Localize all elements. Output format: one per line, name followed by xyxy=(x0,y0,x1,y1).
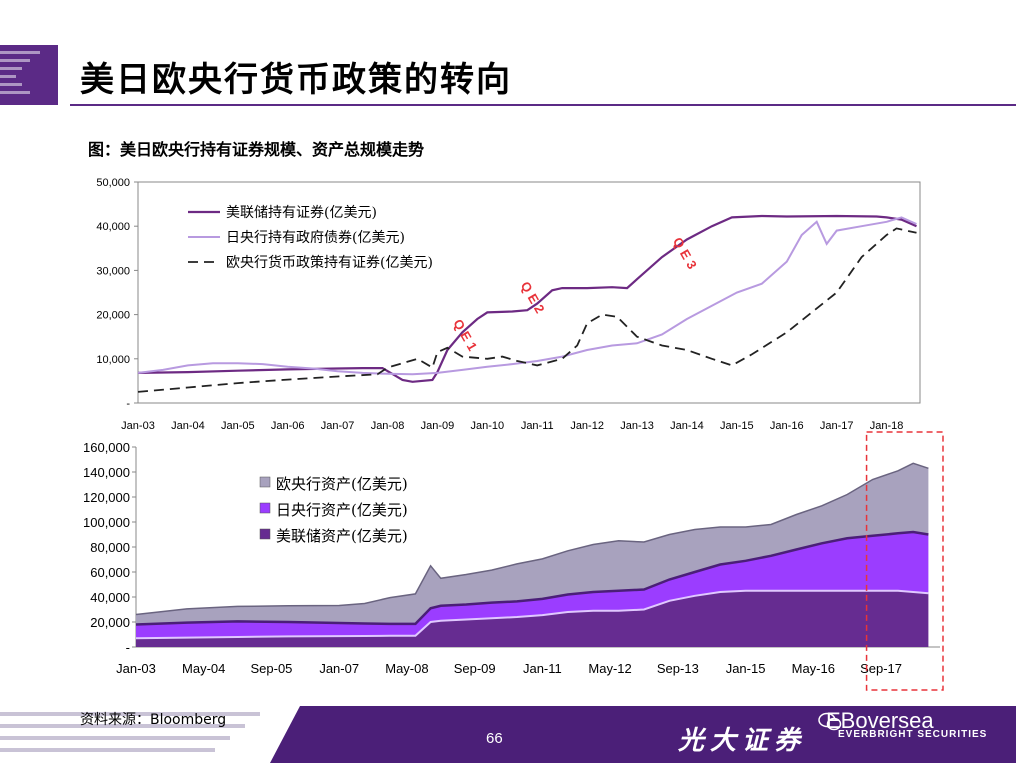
chart2-boundary-line-2 xyxy=(135,462,929,616)
chart1-frame xyxy=(137,181,921,404)
chart1-legend-label: 美联储持有证券(亿美元) xyxy=(226,205,377,221)
chart1-xtick-label: Jan-03 xyxy=(121,420,155,432)
chart2-area-2 xyxy=(136,463,929,625)
chart2-ytick-label: 40,000 xyxy=(90,590,130,605)
chart1-xtick-label: Jan-09 xyxy=(421,420,455,432)
chart2-xtick-label: Sep-13 xyxy=(657,661,699,676)
chart2-legend-swatch xyxy=(259,528,271,540)
chart2-ytick-label: 20,000 xyxy=(90,615,130,630)
brand-name-cn: 光大证券 xyxy=(678,726,807,756)
chart1-xtick-label: Jan-18 xyxy=(870,420,904,432)
chart2-highlight-box xyxy=(865,431,944,691)
chart2-xtick-label: Sep-05 xyxy=(250,661,292,676)
chart2-xtick-label: Jan-03 xyxy=(116,661,156,676)
chart2-area-0 xyxy=(136,590,929,647)
chart1-legend-label: 欧央行货币政策持有证券(亿美元) xyxy=(226,254,433,271)
chart1-series-line-2 xyxy=(137,227,917,393)
figure-caption: 图：美日欧央行持有证券规模、资产总规模走势 xyxy=(88,140,425,159)
chart2-legend-label: 欧央行资产(亿美元) xyxy=(276,475,408,493)
chart2-legend-swatch xyxy=(259,476,271,488)
chart1-annotation-qe: QE2 xyxy=(518,279,550,319)
chart1-xtick-label: Jan-04 xyxy=(171,420,205,432)
chart2-legend-label: 美联储资产(亿美元) xyxy=(276,527,408,545)
chart1-annotation-qe: QE1 xyxy=(450,316,482,356)
source-note: 资料来源：Bloomberg xyxy=(80,712,227,728)
chart2-ytick-label: 100,000 xyxy=(83,515,130,530)
brand-name-en: EVERBRIGHT SECURITIES xyxy=(838,729,988,740)
chart2-ytick-label: - xyxy=(126,640,130,655)
chart2-xtick-label: Jan-11 xyxy=(523,661,562,676)
chart2-area-1 xyxy=(136,532,929,639)
chart2-legend-label: 日央行资产(亿美元) xyxy=(276,501,408,519)
chart2-xtick-label: Jan-07 xyxy=(319,661,359,676)
chart2-xtick-label: May-04 xyxy=(182,661,225,676)
chart1-xtick-label: Jan-13 xyxy=(620,420,654,432)
chart1-series-line-1 xyxy=(137,216,917,376)
chart1-xtick-label: Jan-07 xyxy=(321,420,355,432)
chart1-xtick-label: Jan-12 xyxy=(570,420,604,432)
chart2-xtick-label: Sep-09 xyxy=(454,661,496,676)
chart2-ytick-label: 80,000 xyxy=(90,540,130,555)
chart1-ytick-label: - xyxy=(126,398,130,410)
page-title: 美日欧央行货币政策的转向 xyxy=(80,60,512,100)
chart2-xtick-label: Jan-15 xyxy=(726,661,766,676)
chart1-xtick-label: Jan-06 xyxy=(271,420,305,432)
title-divider xyxy=(70,104,1016,106)
chart1-legend-label: 日央行持有政府债券(亿美元) xyxy=(226,230,405,246)
chart1-xtick-label: Jan-10 xyxy=(471,420,505,432)
chart2-ytick-label: 120,000 xyxy=(83,490,130,505)
chart2-xtick-label: Sep-17 xyxy=(860,661,902,676)
chart1-ytick-label: 20,000 xyxy=(96,310,130,322)
chart1-ytick-label: 10,000 xyxy=(96,354,130,366)
chart1-ytick-label: 50,000 xyxy=(96,177,130,189)
brand-wechat-id: EBoversea xyxy=(826,708,934,733)
chart1-ytick-label: 40,000 xyxy=(96,221,130,233)
chart2-legend-swatch xyxy=(259,502,271,514)
chart2-ytick-label: 160,000 xyxy=(83,440,130,455)
chart1-series-line-0 xyxy=(137,214,917,383)
chart2-xtick-label: May-12 xyxy=(588,661,631,676)
chart1-xtick-label: Jan-15 xyxy=(720,420,754,432)
chart1-xtick-label: Jan-05 xyxy=(221,420,255,432)
chart2-xtick-label: May-16 xyxy=(792,661,835,676)
wechat-icon xyxy=(818,712,842,731)
chart1-annotation-qe: QE3 xyxy=(670,235,702,275)
chart2-boundary-line-1 xyxy=(135,530,929,626)
logo-stripes xyxy=(0,45,58,105)
chart1-xtick-label: Jan-17 xyxy=(820,420,854,432)
chart2-xtick-label: May-08 xyxy=(385,661,428,676)
chart1-xtick-label: Jan-11 xyxy=(521,420,554,432)
page-number: 66 xyxy=(486,730,503,747)
chart1-xtick-label: Jan-16 xyxy=(770,420,804,432)
chart1-ytick-label: 30,000 xyxy=(96,265,130,277)
chart2-boundary-line-0 xyxy=(135,589,929,640)
chart1-xtick-label: Jan-14 xyxy=(670,420,704,432)
chart2-ytick-label: 60,000 xyxy=(90,565,130,580)
chart1-xtick-label: Jan-08 xyxy=(371,420,405,432)
chart2-ytick-label: 140,000 xyxy=(83,465,130,480)
